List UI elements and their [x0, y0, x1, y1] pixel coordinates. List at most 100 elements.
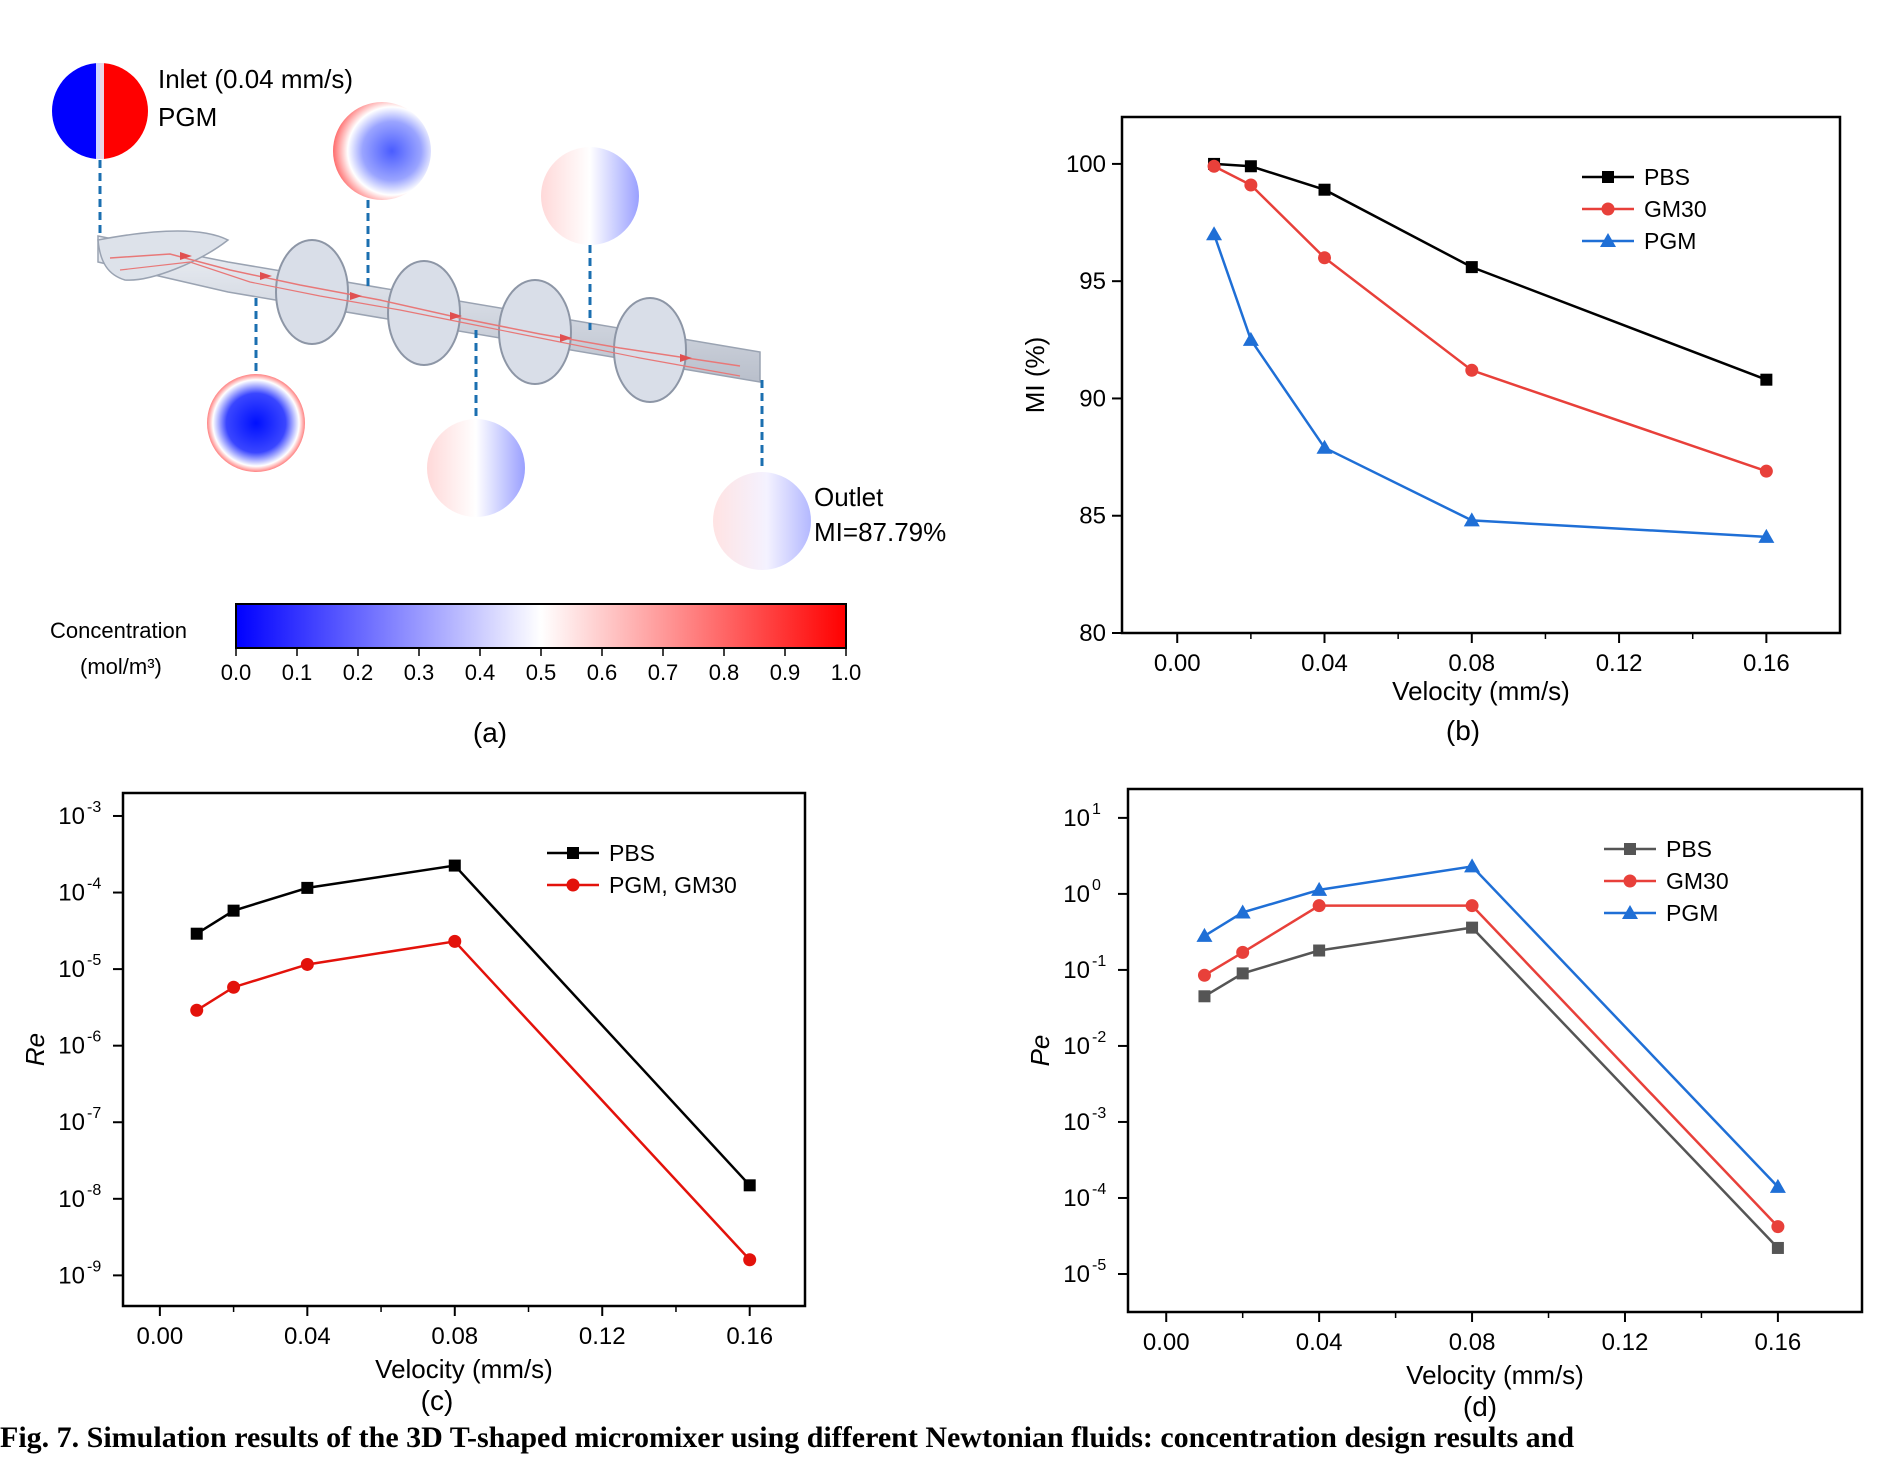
data-point-square	[1313, 944, 1326, 957]
x-tick-label: 0.08	[1448, 650, 1495, 677]
x-tick-label: 0.04	[284, 1323, 331, 1350]
section-4	[427, 419, 525, 517]
data-point-circle	[300, 957, 314, 971]
chart-panel-c: 0.00 0.04 0.08 0.12 0.1610-910-810-710-610-5…	[20, 791, 807, 1416]
data-point-circle	[1197, 968, 1211, 982]
y-tick-label: 10	[1063, 1033, 1090, 1060]
data-point-square	[1771, 1241, 1784, 1254]
section-1	[333, 102, 431, 200]
chart-panel-d: 0.00 0.04 0.08 0.12 0.1610-510-410-310-210-1…	[1025, 787, 1864, 1422]
section-3	[541, 147, 639, 245]
data-point-square	[1760, 373, 1773, 386]
data-point-square	[1236, 967, 1249, 980]
figure-caption: Fig. 7. Simulation results of the 3D T-s…	[0, 1421, 1575, 1454]
y-tick-label: 10	[58, 803, 85, 830]
x-tick-label: 0.08	[431, 1323, 478, 1350]
plot-frame	[121, 791, 807, 1308]
y-tick-label: 95	[1079, 268, 1106, 295]
x-axis-label: Velocity (mm/s)	[1392, 676, 1570, 706]
panel-label: (b)	[1446, 715, 1480, 746]
x-tick-label: 0.04	[1296, 1329, 1343, 1356]
colorbar-tick-label: 0.5	[526, 660, 557, 685]
data-point-triangle	[1206, 226, 1223, 241]
inlet-fluid-label: PGM	[158, 102, 217, 132]
x-tick-label: 0.16	[726, 1323, 773, 1350]
colorbar	[235, 603, 847, 649]
data-point-triangle	[1464, 858, 1481, 873]
data-point-circle	[190, 1003, 204, 1017]
data-point-triangle	[1622, 905, 1638, 919]
x-tick-label: 0.08	[1449, 1329, 1496, 1356]
colorbar-tick-label: 0.9	[770, 660, 801, 685]
data-point-square	[1466, 921, 1479, 934]
data-point-square	[1318, 183, 1331, 196]
data-point-triangle	[1463, 512, 1480, 527]
data-point-circle	[1759, 464, 1773, 478]
y-axis-label: Re	[20, 1033, 50, 1066]
y-tick-exponent: -4	[1092, 1181, 1106, 1198]
y-tick-label: 90	[1079, 385, 1106, 412]
x-tick-label: 0.00	[137, 1323, 184, 1350]
legend-label: PGM, GM30	[609, 872, 737, 898]
y-tick-exponent: -3	[87, 799, 101, 816]
y-tick-label: 10	[1063, 1185, 1090, 1212]
y-tick-label: 10	[58, 1186, 85, 1213]
x-tick-label: 0.16	[1755, 1329, 1802, 1356]
data-point-circle	[743, 1253, 757, 1267]
data-point-circle	[566, 878, 580, 892]
legend-label: PBS	[1666, 836, 1712, 862]
data-point-circle	[1244, 178, 1258, 192]
colorbar-tick-label: 0.7	[648, 660, 679, 685]
legend-label: PGM	[1644, 228, 1696, 254]
series-line-1	[1203, 904, 1779, 1228]
outlet-mi-label: MI=87.79%	[814, 517, 946, 547]
series-line-0	[1203, 926, 1779, 1249]
data-point-triangle	[1769, 1178, 1786, 1193]
y-tick-label: 10	[1063, 1109, 1090, 1136]
data-point-square	[1244, 160, 1257, 173]
colorbar-tick-label: 0.4	[465, 660, 496, 685]
y-tick-label: 10	[58, 1109, 85, 1136]
inlet-cross-section	[52, 63, 148, 159]
legend-label: GM30	[1644, 196, 1707, 222]
x-tick-label: 0.04	[1301, 650, 1348, 677]
data-point-circle	[1465, 363, 1479, 377]
x-tick-label: 0.16	[1743, 650, 1790, 677]
y-tick-exponent: -3	[1092, 1105, 1106, 1122]
section-2	[207, 374, 305, 472]
series-line-1	[196, 940, 751, 1261]
data-point-triangle	[1600, 233, 1616, 247]
chart-panel-b: 0.00 0.04 0.08 0.12 0.16 80 85 90 95 100 Velocity …	[1020, 115, 1842, 746]
y-tick-label: 10	[58, 880, 85, 907]
data-point-square	[190, 927, 203, 940]
x-tick-label: 0.12	[1596, 650, 1643, 677]
y-tick-exponent: -5	[87, 952, 101, 969]
colorbar-tick-label: 0.3	[404, 660, 435, 685]
legend-label: GM30	[1666, 868, 1729, 894]
colorbar-tick-label: 0.2	[343, 660, 374, 685]
data-point-circle	[1623, 874, 1637, 888]
data-point-square	[1465, 261, 1478, 274]
y-axis-label: MI (%)	[1020, 337, 1050, 414]
y-tick-exponent: -7	[87, 1105, 101, 1122]
colorbar-tick-label: 0.1	[282, 660, 313, 685]
legend-label: PBS	[609, 840, 655, 866]
x-axis-label: Velocity (mm/s)	[1406, 1360, 1584, 1390]
y-tick-label: 10	[58, 1262, 85, 1289]
legend-label: PGM	[1666, 900, 1718, 926]
data-point-square	[567, 847, 579, 859]
y-tick-exponent: 1	[1092, 801, 1101, 818]
x-tick-label: 0.12	[579, 1323, 626, 1350]
y-tick-exponent: -1	[1092, 953, 1106, 970]
panel-label: (d)	[1463, 1391, 1497, 1422]
data-point-square	[1624, 843, 1636, 855]
inlet-label: Inlet (0.04 mm/s)	[158, 64, 353, 94]
colorbar-title: Concentration	[50, 618, 187, 643]
y-tick-label: 80	[1079, 620, 1106, 647]
y-tick-exponent: -8	[87, 1182, 101, 1199]
panel-label: (c)	[421, 1385, 454, 1416]
y-tick-exponent: -6	[87, 1029, 101, 1046]
y-tick-label: 10	[58, 956, 85, 983]
series-line-2	[1212, 233, 1767, 539]
